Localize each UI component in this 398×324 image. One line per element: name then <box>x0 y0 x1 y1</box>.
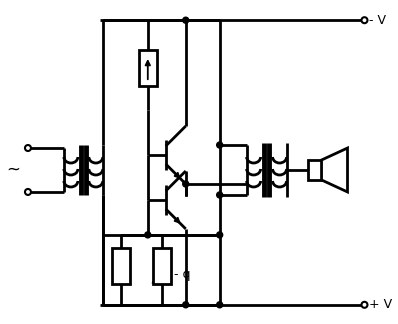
Circle shape <box>361 17 367 23</box>
Bar <box>112 248 130 284</box>
Circle shape <box>217 142 222 148</box>
Bar <box>308 160 322 180</box>
Bar <box>139 50 157 86</box>
Polygon shape <box>322 148 347 192</box>
Circle shape <box>183 302 189 308</box>
Text: - q: - q <box>174 268 190 281</box>
Text: ~: ~ <box>6 161 20 179</box>
Text: - V: - V <box>369 14 386 27</box>
Circle shape <box>183 17 189 23</box>
Circle shape <box>183 181 189 187</box>
Text: + V: + V <box>369 298 392 311</box>
Bar <box>153 248 171 284</box>
Circle shape <box>25 145 31 151</box>
Circle shape <box>217 192 222 198</box>
Circle shape <box>145 232 151 238</box>
Circle shape <box>217 302 222 308</box>
Circle shape <box>217 232 222 238</box>
Circle shape <box>361 302 367 308</box>
Circle shape <box>25 189 31 195</box>
